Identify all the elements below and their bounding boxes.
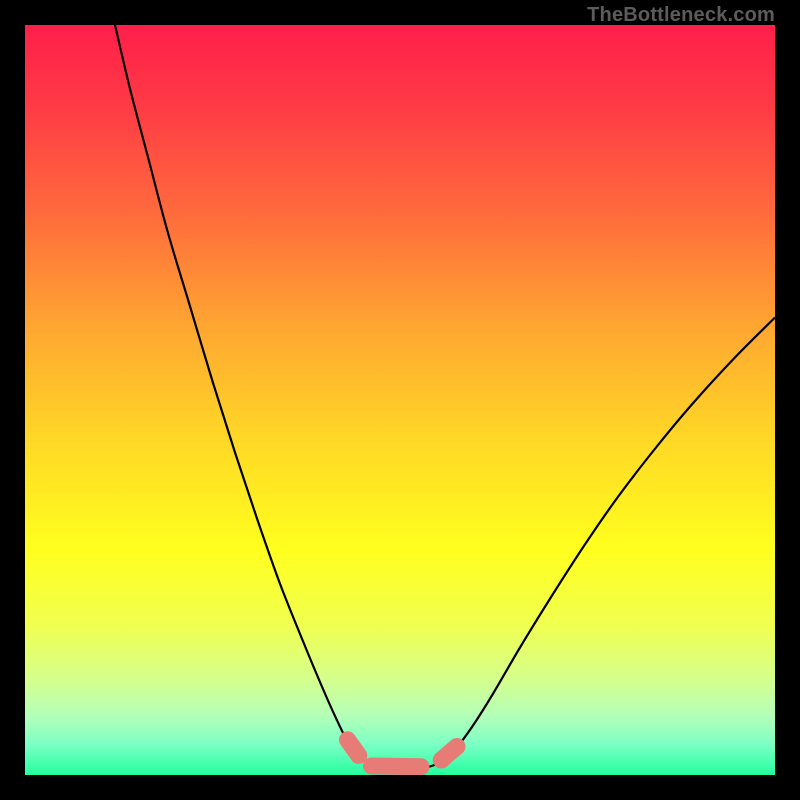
marker-capsule xyxy=(372,766,422,767)
chart-frame: TheBottleneck.com xyxy=(0,0,800,800)
marker-capsule xyxy=(348,740,359,756)
gradient-background xyxy=(25,25,775,775)
marker-capsule xyxy=(441,747,457,761)
plot-area xyxy=(25,25,775,775)
bottleneck-chart xyxy=(25,25,775,775)
watermark-text: TheBottleneck.com xyxy=(587,4,775,27)
